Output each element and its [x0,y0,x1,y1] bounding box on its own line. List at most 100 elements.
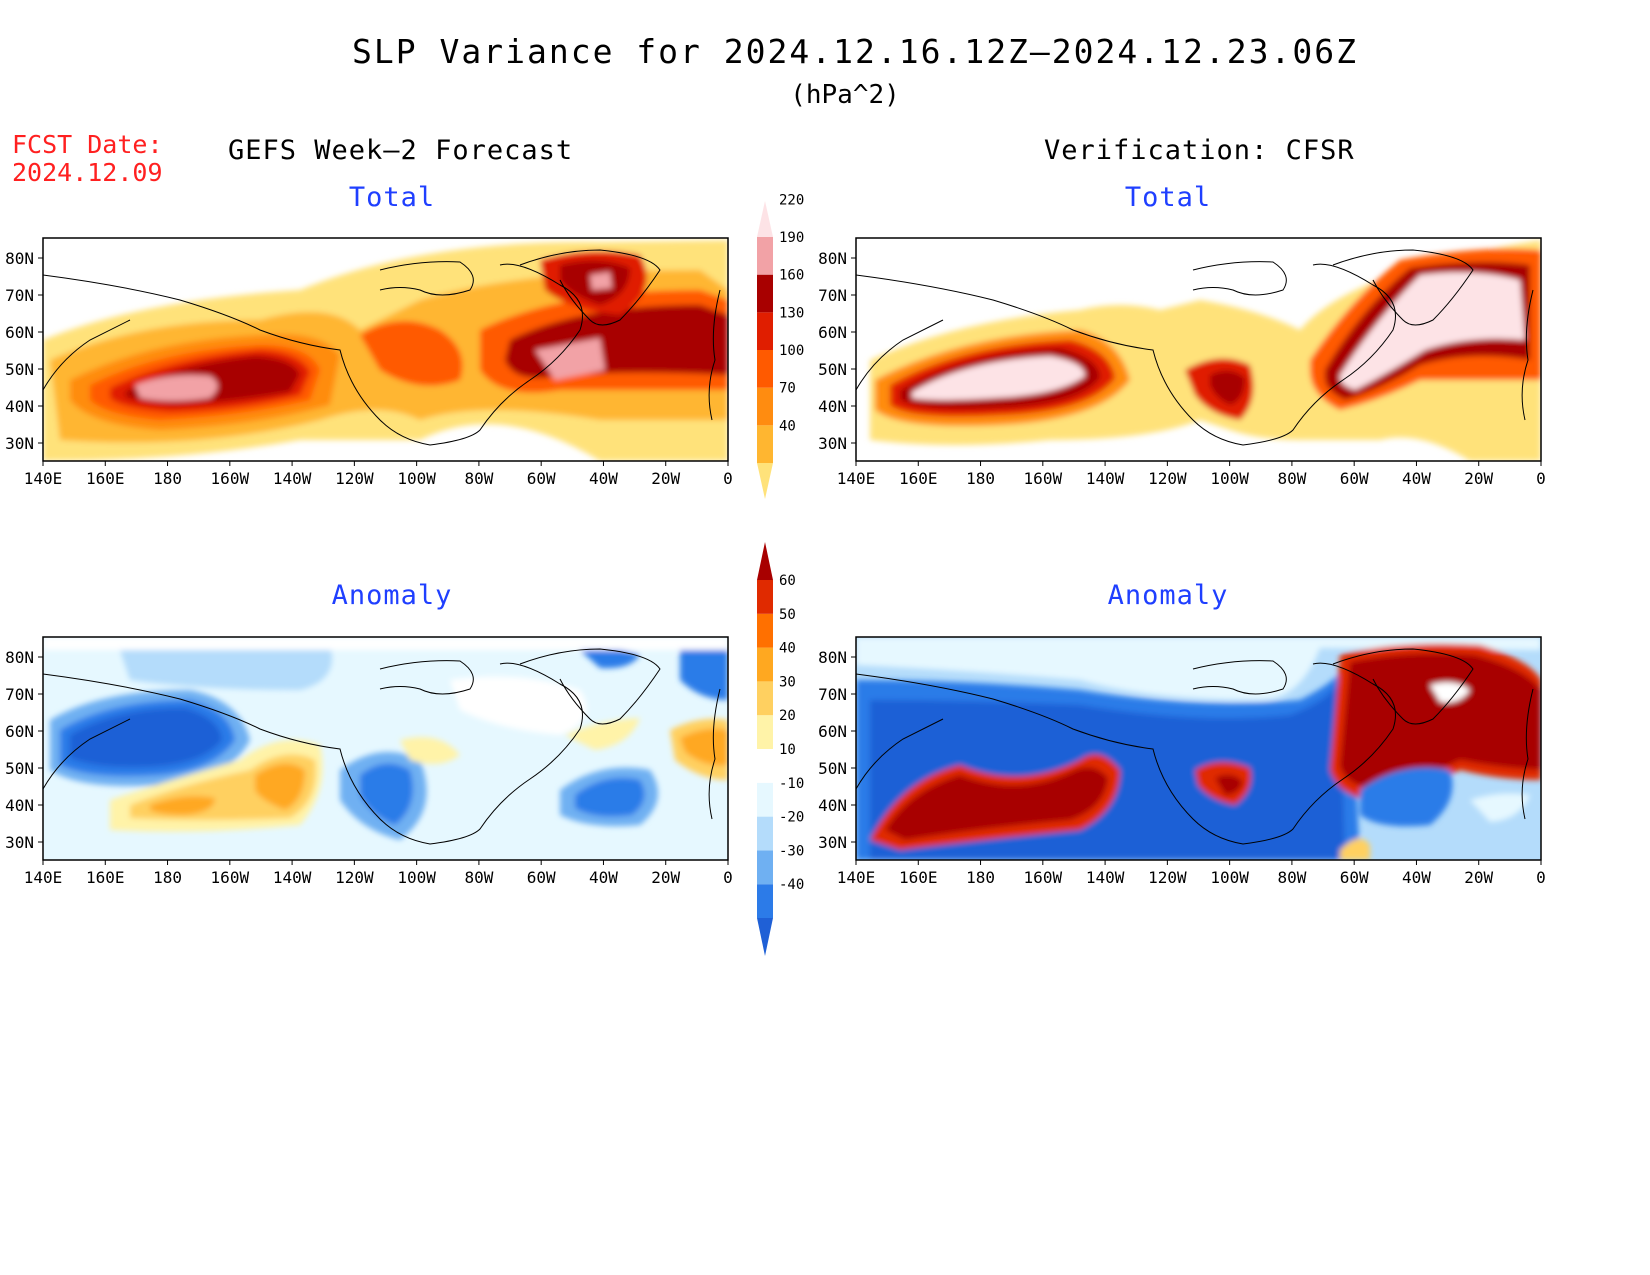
lat-label: 50N [818,759,847,778]
fcst-date-value: 2024.12.09 [12,158,163,187]
lon-label: 100W [397,868,436,887]
lat-label: 80N [5,249,34,268]
lat-label: 40N [818,796,847,815]
anomaly-colorbar: -40 -30 -20 -10 10 20 30 40 50 60 [757,542,804,956]
lat-label: 50N [5,759,34,778]
colorbar-label: 60 [779,573,796,589]
lon-label: 60W [527,868,556,887]
colorbar-swatch [757,613,773,648]
colorbar-label: 190 [779,230,804,246]
lon-label: 160E [899,868,938,887]
lon-label: 20W [1464,469,1493,488]
lon-label: 100W [1210,868,1249,887]
lat-label: 60N [5,323,34,342]
lon-label: 180 [966,469,995,488]
lon-label: 140E [837,868,876,887]
lon-label: 0 [723,469,733,488]
colorbar-cap [757,918,773,956]
lon-label: 160E [86,868,125,887]
colorbar-swatch [757,884,773,918]
lat-label: 80N [818,648,847,667]
colorbar-swatch [757,816,773,851]
lon-label: 100W [1210,469,1249,488]
lon-label: 140E [24,469,63,488]
lat-label: 60N [818,722,847,741]
colorbar-swatch [757,274,773,313]
lon-label: 60W [1340,868,1369,887]
colorbar-label: 220 [779,192,804,208]
lon-label: 40W [1402,868,1431,887]
colorbar-swatch [757,647,773,682]
lon-label: 60W [1340,469,1369,488]
colorbar-swatch [757,715,773,749]
lon-label: 80W [1277,469,1306,488]
lon-label: 20W [651,868,680,887]
lat-label: 40N [818,397,847,416]
colorbar-swatch [757,425,773,463]
lat-label: 70N [818,286,847,305]
forecast-anomaly-map [42,636,729,861]
colorbar-label: 70 [779,381,796,397]
lat-label: 60N [818,323,847,342]
fcst-date-label: FCST Date: [12,130,163,159]
lon-label: 140W [1086,469,1125,488]
colorbar-label: 100 [779,343,804,359]
lon-label: 20W [651,469,680,488]
lon-label: 140E [24,868,63,887]
forecast-column-title: GEFS Week–2 Forecast [228,135,574,166]
lat-label: 50N [818,360,847,379]
colorbar-label: 30 [779,674,796,690]
lon-label: 160E [86,469,125,488]
lon-label: 80W [464,868,493,887]
lat-label: 80N [5,648,34,667]
lat-label: 30N [818,833,847,852]
map-axes: 80N 70N 60N 50N 40N 30N 140E 160E 180 160W 140W 120… [5,249,1546,887]
lat-label: 70N [818,685,847,704]
lon-label: 120W [1148,469,1187,488]
lon-label: 40W [589,868,618,887]
colorbar-label: 20 [779,708,796,724]
lat-label: 70N [5,685,34,704]
lon-label: 80W [464,469,493,488]
lon-label: 100W [397,469,436,488]
lat-label: 50N [5,360,34,379]
main-title: SLP Variance for 2024.12.16.12Z–2024.12.… [352,32,1358,71]
lon-label: 0 [1536,868,1546,887]
colorbar-swatch [757,580,773,614]
colorbar-label: 40 [779,418,796,434]
lon-label: 60W [527,469,556,488]
lon-label: 20W [1464,868,1493,887]
colorbar-label: 160 [779,268,804,284]
forecast-anomaly-subtitle: Anomaly [331,580,453,611]
lat-label: 70N [5,286,34,305]
colorbar-swatch [757,312,773,350]
lat-label: 80N [818,249,847,268]
colorbar-swatch [757,350,773,388]
lon-label: 80W [1277,868,1306,887]
forecast-total-subtitle: Total [348,182,436,213]
colorbar-swatch [757,749,773,783]
lon-label: 120W [335,868,374,887]
colorbar-swatch [757,237,773,275]
lat-label: 40N [5,397,34,416]
lon-label: 160W [211,868,250,887]
lon-label: 40W [589,469,618,488]
colorbar-label: -10 [779,776,804,792]
colorbar-label: 130 [779,305,804,321]
lat-label: 40N [5,796,34,815]
colorbar-swatch [757,681,773,716]
verification-total-subtitle: Total [1124,182,1212,213]
colorbar-cap [757,201,773,237]
total-colorbar: 40 70 100 130 160 190 220 [757,192,804,499]
lon-label: 120W [1148,868,1187,887]
verification-column-title: Verification: CFSR [1044,135,1355,166]
lon-label: 180 [153,469,182,488]
lat-label: 60N [5,722,34,741]
colorbar-label: -30 [779,843,804,859]
colorbar-swatch [757,387,773,426]
colorbar-swatch [757,782,773,817]
lon-label: 160W [1024,469,1063,488]
colorbar-swatch [757,850,773,885]
lon-label: 120W [335,469,374,488]
colorbar-label: -40 [779,877,804,893]
